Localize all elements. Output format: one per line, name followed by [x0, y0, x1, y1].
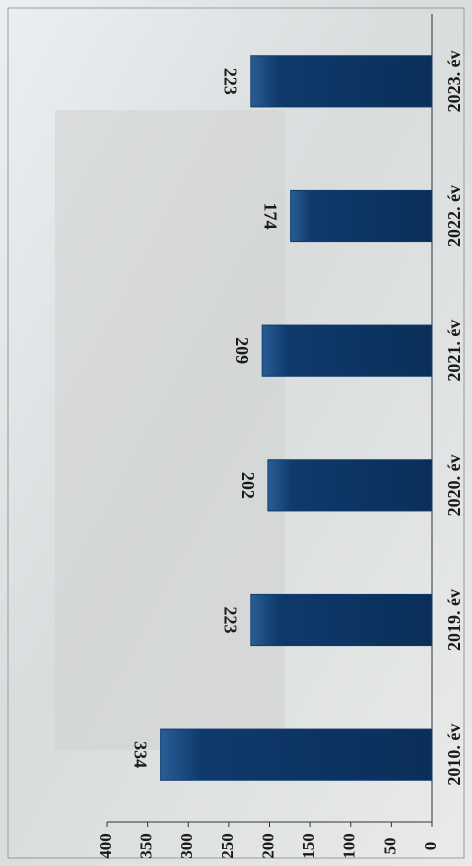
y-tick-label: 400 — [96, 833, 115, 859]
x-tick-label: 2023. év — [444, 50, 464, 112]
data-label: 202 — [238, 472, 258, 499]
bar — [250, 55, 433, 108]
bar — [267, 459, 433, 512]
building-backdrop — [55, 110, 285, 750]
data-label: 223 — [221, 68, 241, 95]
frame — [7, 7, 465, 859]
y-tick-label: 250 — [218, 833, 237, 859]
y-tick-label: 0 — [421, 842, 440, 851]
x-tick-label: 2019. év — [444, 589, 464, 651]
y-tick-label: 100 — [340, 833, 359, 859]
x-tick-label: 2020. év — [444, 454, 464, 516]
y-tick-label: 300 — [177, 833, 196, 859]
data-label: 334 — [131, 741, 151, 768]
x-tick-label: 2022. év — [444, 185, 464, 247]
y-tick-label: 200 — [258, 833, 277, 859]
x-tick-label: 2021. év — [444, 320, 464, 382]
y-tick-label: 150 — [299, 833, 318, 859]
x-tick-label: 2010. év — [444, 724, 464, 786]
bar — [250, 593, 433, 647]
bar — [290, 189, 433, 243]
bar — [160, 728, 433, 781]
y-tick-label: 50 — [380, 838, 399, 855]
plot: 0 50 100 150 200 250 300 350 400 2010. év 334 2019.… — [96, 14, 464, 859]
data-label: 209 — [232, 337, 252, 364]
data-label: 223 — [221, 607, 241, 634]
data-label: 174 — [261, 203, 281, 230]
y-tick-label: 350 — [137, 833, 156, 859]
bar — [261, 324, 433, 377]
